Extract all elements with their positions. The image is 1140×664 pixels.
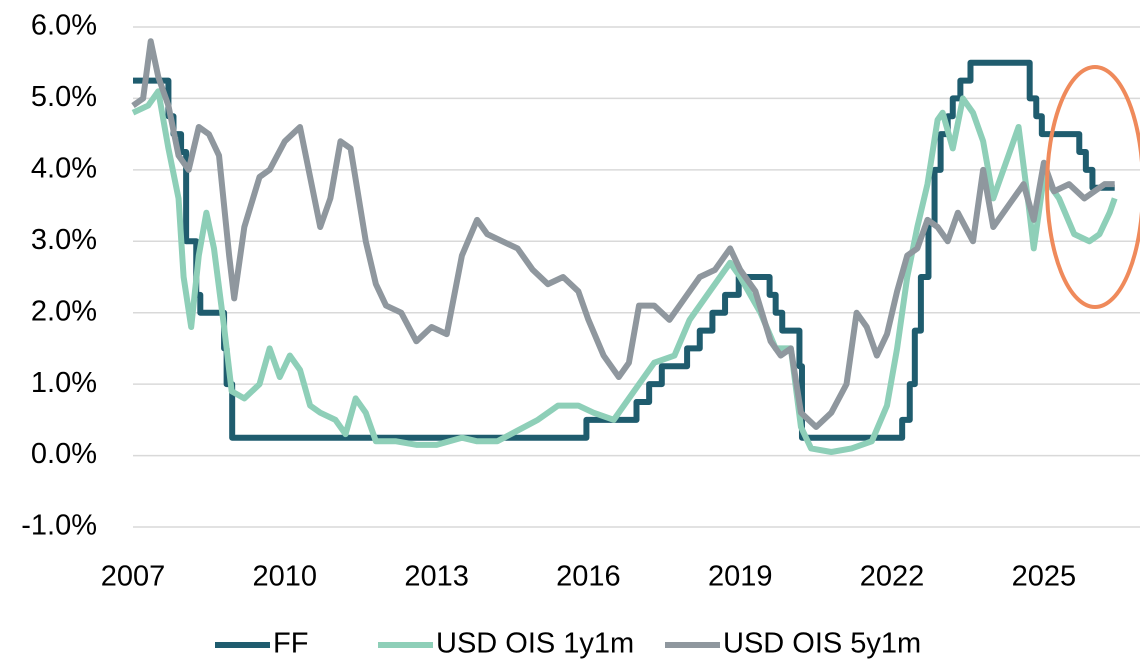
plot-lines bbox=[131, 38, 1118, 455]
legend-label: USD OIS 1y1m bbox=[436, 628, 634, 660]
series-line bbox=[133, 59, 1115, 441]
y-tick-label: 1.0% bbox=[31, 367, 97, 399]
highlight-ellipse bbox=[1045, 65, 1140, 309]
legend-label: FF bbox=[273, 628, 308, 660]
y-tick-label: 5.0% bbox=[31, 81, 97, 113]
y-tick-label: 3.0% bbox=[31, 224, 97, 256]
y-tick-label: -1.0% bbox=[21, 510, 97, 542]
x-tick-label: 2016 bbox=[556, 561, 621, 593]
x-tick-label: 2025 bbox=[1012, 561, 1077, 593]
grid bbox=[133, 26, 1140, 528]
legend: FF USD OIS 1y1m USD OIS 5y1m bbox=[215, 628, 921, 660]
y-tick-label: 2.0% bbox=[31, 295, 97, 327]
series-line bbox=[131, 88, 1118, 455]
x-tick-label: 2010 bbox=[253, 561, 318, 593]
x-tick-label: 2022 bbox=[860, 561, 925, 593]
axis-labels: -1.0% 0.0% 1.0% 2.0% 3.0% 4.0% 5.0% 6.0% 2007 201… bbox=[21, 10, 1076, 593]
y-tick-label: 0.0% bbox=[31, 438, 97, 470]
series-line bbox=[131, 38, 1115, 430]
x-tick-label: 2013 bbox=[404, 561, 469, 593]
legend-label: USD OIS 5y1m bbox=[723, 628, 921, 660]
x-tick-label: 2007 bbox=[101, 561, 166, 593]
y-tick-label: 6.0% bbox=[31, 10, 97, 42]
x-tick-label: 2019 bbox=[708, 561, 773, 593]
y-tick-label: 4.0% bbox=[31, 153, 97, 185]
